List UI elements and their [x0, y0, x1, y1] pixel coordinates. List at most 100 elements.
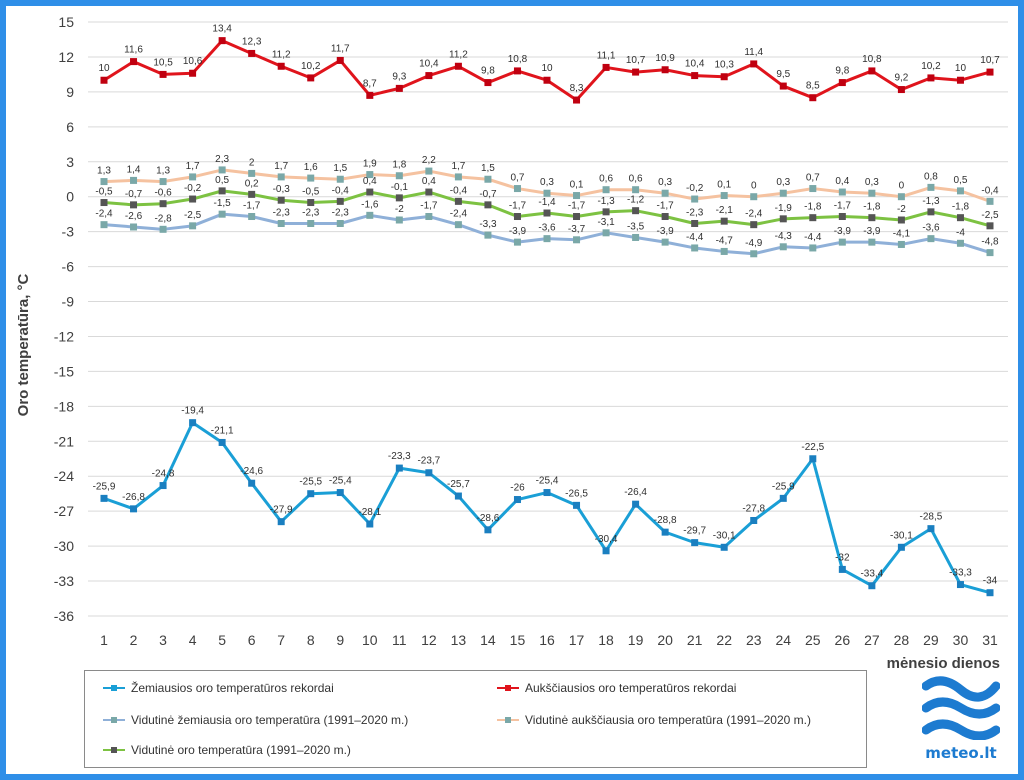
data-label: 10,5 [153, 57, 173, 68]
data-point [307, 174, 315, 182]
x-axis-title: mėnesio dienos [887, 655, 1000, 672]
data-point [720, 73, 728, 81]
data-label: -3,9 [657, 226, 675, 237]
data-label: 0 [899, 181, 905, 192]
data-label: -29,7 [683, 526, 706, 537]
data-label: -26 [510, 483, 525, 494]
y-tick-label: 9 [66, 84, 74, 100]
data-point [248, 213, 256, 221]
data-label: -23,3 [388, 451, 411, 462]
data-point [159, 70, 167, 78]
data-label: 0,6 [629, 174, 643, 185]
x-tick-label: 5 [218, 632, 226, 648]
data-label: 10,2 [301, 61, 321, 72]
data-point [809, 244, 817, 252]
data-point [632, 207, 640, 215]
data-point [425, 469, 433, 477]
data-point [189, 419, 197, 427]
data-label: -28,1 [358, 507, 381, 518]
data-label: -33,3 [949, 568, 972, 579]
data-point [484, 201, 492, 209]
data-point [838, 565, 846, 573]
x-tick-label: 17 [569, 632, 585, 648]
data-label: -0,5 [302, 187, 320, 198]
data-point [307, 490, 315, 498]
data-label: 13,4 [212, 24, 232, 35]
data-point [277, 219, 285, 227]
data-label: -0,3 [273, 184, 291, 195]
data-point [513, 496, 521, 504]
data-point [248, 190, 256, 198]
x-tick-label: 14 [480, 632, 496, 648]
data-point [897, 86, 905, 94]
data-label: 0,3 [865, 177, 879, 188]
legend-item-avg-min: Vidutinė žemiausia oro temperatūra (1991… [103, 713, 408, 727]
data-point [661, 213, 669, 221]
data-point [868, 582, 876, 590]
x-tick-label: 20 [657, 632, 673, 648]
x-tick-label: 27 [864, 632, 880, 648]
meteo-logo-text: meteo.lt [925, 744, 997, 762]
series-3: -2,4 -2,6 -2,8 -2,5 -1,5 -1,7 -2,3 -2,3 -2,3 -1,6… [95, 198, 999, 258]
legend-item-max-record: Aukščiausios oro temperatūros rekordai [497, 681, 736, 695]
data-point [366, 188, 374, 196]
data-point [691, 244, 699, 252]
y-axis-title: Oro temperatūra, °C [15, 273, 32, 416]
y-tick-label: -9 [62, 294, 75, 310]
data-point [720, 217, 728, 225]
data-point [218, 210, 226, 218]
data-point [395, 84, 403, 92]
data-label: -25,7 [447, 479, 470, 490]
data-point [189, 222, 197, 230]
data-label: 1,5 [481, 163, 495, 174]
y-tick-label: -33 [54, 573, 74, 589]
data-point [336, 175, 344, 183]
data-label: 2,2 [422, 155, 436, 166]
data-label: 8,5 [806, 81, 820, 92]
data-label: -2,5 [981, 210, 999, 221]
data-label: -2,3 [302, 207, 320, 218]
x-tick-label: 22 [716, 632, 732, 648]
data-point [956, 581, 964, 589]
data-label: -24,8 [152, 469, 175, 480]
data-point [130, 176, 138, 184]
data-point [425, 167, 433, 175]
data-point [809, 94, 817, 102]
data-point [838, 188, 846, 196]
data-point [218, 187, 226, 195]
data-label: -0,2 [686, 183, 704, 194]
y-tick-label: 6 [66, 119, 74, 135]
data-point [720, 543, 728, 551]
data-point [454, 62, 462, 70]
data-label: 10,4 [685, 59, 705, 70]
y-tick-label: -36 [54, 608, 74, 624]
y-tick-label: -30 [54, 538, 74, 554]
x-tick-label: 12 [421, 632, 437, 648]
data-label: -3,9 [834, 226, 852, 237]
x-tick-label: 30 [953, 632, 969, 648]
data-point [543, 209, 551, 217]
data-label: 10,8 [508, 54, 528, 65]
data-point [366, 520, 374, 528]
data-label: 9,3 [392, 71, 406, 82]
data-label: 1,7 [451, 161, 465, 172]
data-label: -0,4 [981, 185, 999, 196]
data-point [543, 235, 551, 243]
data-label: 1,7 [274, 161, 288, 172]
data-point [986, 249, 994, 257]
data-label: -33,4 [860, 569, 883, 580]
data-point [986, 68, 994, 76]
data-label: 1,8 [392, 160, 406, 171]
data-point [573, 192, 581, 200]
data-label: -4 [956, 227, 965, 238]
data-label: 0,5 [215, 175, 229, 186]
data-label: 11,6 [124, 45, 143, 56]
meteo-logo-icon [922, 676, 1000, 740]
data-point [927, 208, 935, 216]
data-label: -2,5 [184, 210, 202, 221]
data-point [454, 197, 462, 205]
data-label: -30,1 [890, 530, 913, 541]
data-point [779, 189, 787, 197]
data-label: 10,2 [921, 61, 941, 72]
